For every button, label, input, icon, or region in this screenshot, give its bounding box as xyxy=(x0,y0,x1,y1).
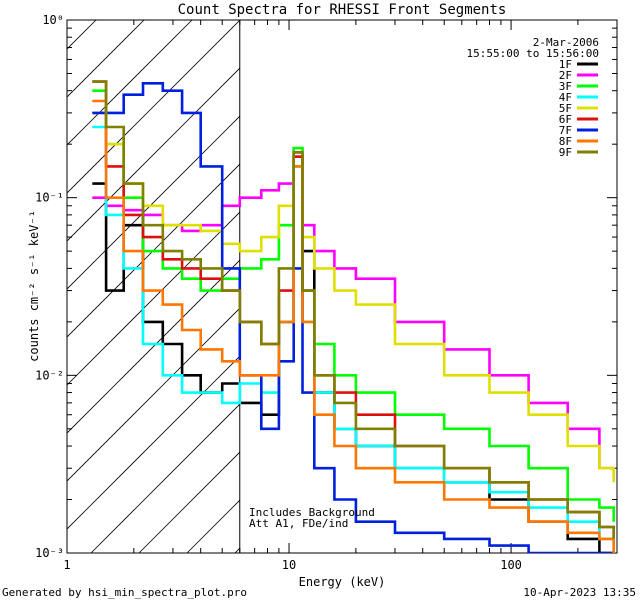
axis-ticks xyxy=(66,19,618,554)
hatch-line xyxy=(234,547,240,553)
hatch-line xyxy=(67,20,193,146)
y-tick-label: 10⁻² xyxy=(35,368,64,382)
hatch-line xyxy=(67,163,240,338)
series-line-7f xyxy=(92,82,614,553)
legend-label-3f: 3F xyxy=(559,80,572,93)
series-line-9f xyxy=(92,80,615,539)
hatch-line xyxy=(67,115,240,290)
hatched-region xyxy=(67,0,640,553)
series-group xyxy=(92,80,615,553)
legend-label-7f: 7F xyxy=(559,124,572,137)
hatch-line xyxy=(523,0,640,553)
generated-by-label: Generated by hsi_min_spectra_plot.pro xyxy=(2,586,247,599)
hatch-line xyxy=(67,211,240,386)
legend-label-1f: 1F xyxy=(559,58,572,71)
series-line-6f xyxy=(92,80,615,539)
hatch-line xyxy=(427,0,640,553)
hatch-line xyxy=(379,0,640,553)
hatch-line xyxy=(67,20,240,194)
legend-label-5f: 5F xyxy=(559,102,572,115)
series-line-4f xyxy=(92,125,615,553)
y-tick-label: 10⁰ xyxy=(42,13,64,27)
plot-frame xyxy=(66,19,618,554)
annotation-line: Includes Background xyxy=(249,506,375,519)
x-tick-label: 100 xyxy=(500,558,522,572)
x-axis-label: Energy (keV) xyxy=(299,575,386,589)
hatch-line xyxy=(283,0,640,553)
annotation-line: Att A1, FDe/ind xyxy=(249,517,348,530)
hatch-line xyxy=(67,259,240,434)
x-tick-label: 1 xyxy=(63,558,70,572)
series-line-5f xyxy=(92,111,615,483)
axis-tick-labels: 1 10 100 10⁰ 10⁻¹ 10⁻² 10⁻³ xyxy=(35,13,522,572)
hatch-line xyxy=(186,499,240,553)
legend-label-2f: 2F xyxy=(559,69,572,82)
series-line-3f xyxy=(92,89,615,522)
series-line-8f xyxy=(92,99,615,553)
hatch-line xyxy=(67,307,240,482)
x-tick-label: 10 xyxy=(282,558,296,572)
legend-label-8f: 8F xyxy=(559,135,572,148)
time-range-label: 15:55:00 to 15:56:00 xyxy=(467,47,599,60)
hatch-line xyxy=(331,0,640,553)
hatch-line xyxy=(619,0,640,553)
hatch-line xyxy=(67,355,240,530)
series-line-1f xyxy=(92,151,614,553)
chart-title: Count Spectra for RHESSI Front Segments xyxy=(178,2,507,18)
y-tick-label: 10⁻¹ xyxy=(35,191,64,205)
timestamp-label: 10-Apr-2023 13:35 xyxy=(523,586,636,599)
hatch-line xyxy=(475,0,640,553)
date-label: 2-Mar-2006 xyxy=(533,36,599,49)
series-line-2f xyxy=(92,155,615,474)
legend-label-6f: 6F xyxy=(559,113,572,126)
y-tick-label: 10⁻³ xyxy=(35,546,64,560)
hatch-line xyxy=(571,0,640,553)
y-axis-label: counts cm⁻² s⁻¹ keV⁻¹ xyxy=(27,210,41,362)
hatch-line xyxy=(90,403,240,553)
legend-label-4f: 4F xyxy=(559,91,572,104)
legend-label-9f: 9F xyxy=(559,146,572,159)
hatch-line xyxy=(67,67,240,242)
